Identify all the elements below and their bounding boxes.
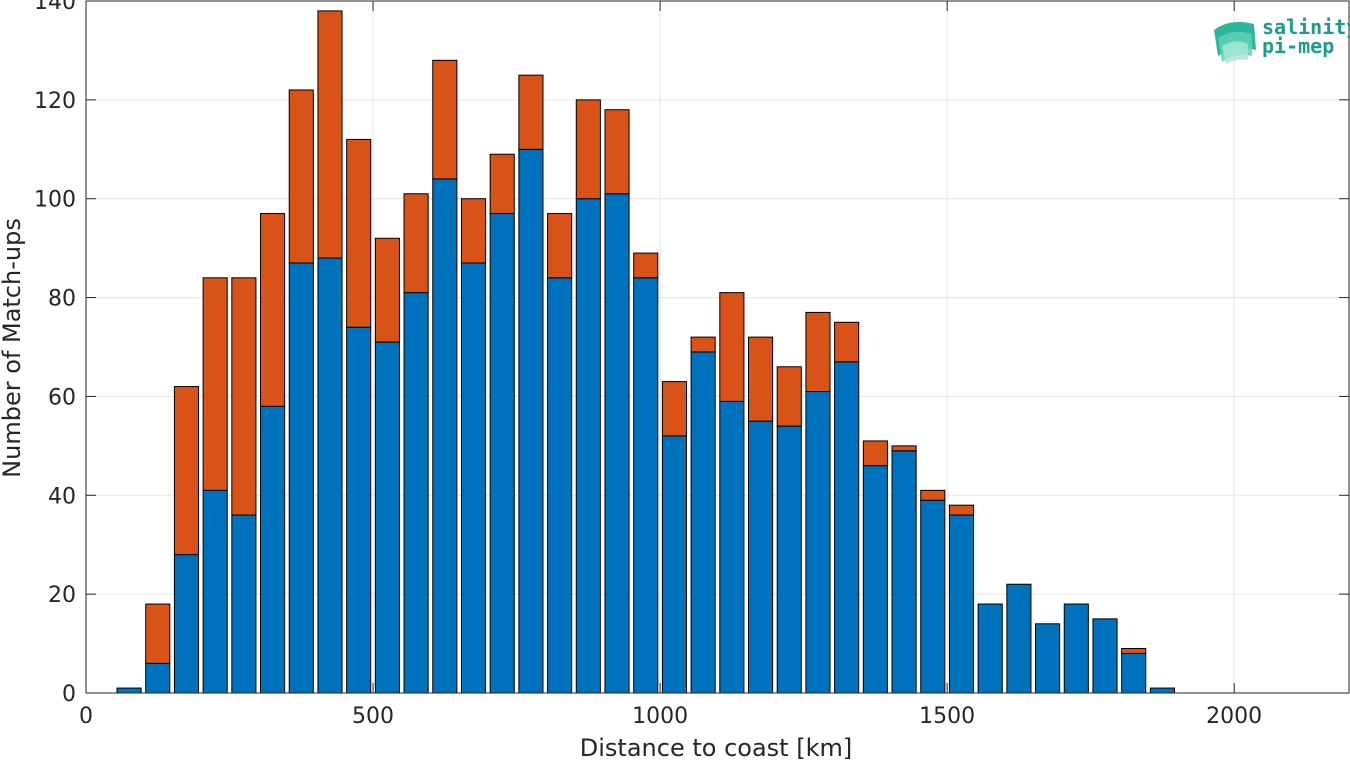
bar-series-2 xyxy=(776,366,802,427)
bar-series-2 xyxy=(317,10,343,259)
bar-series-1 xyxy=(604,193,630,694)
bar-series-1 xyxy=(661,435,687,694)
bar-series-2 xyxy=(489,153,515,215)
bar-series-1 xyxy=(288,262,314,694)
bar-series-2 xyxy=(260,213,286,407)
bar-series-1 xyxy=(862,465,888,694)
bar-series-1 xyxy=(776,425,802,694)
bar-series-1 xyxy=(1121,652,1147,694)
bar-series-2 xyxy=(690,336,716,353)
bar-series-1 xyxy=(575,198,601,694)
bar-series-2 xyxy=(948,504,975,516)
bar-series-2 xyxy=(432,59,458,180)
y-axis-label: Number of Match-ups xyxy=(0,218,26,478)
x-tick-label: 1500 xyxy=(919,704,975,729)
y-tick-label: 100 xyxy=(34,188,76,213)
bars xyxy=(116,10,1175,694)
y-tick-label: 120 xyxy=(34,89,76,114)
bar-series-2 xyxy=(460,198,487,264)
bar-series-1 xyxy=(403,292,429,694)
bar-series-1 xyxy=(202,489,228,694)
bar-series-2 xyxy=(173,386,200,556)
bar-series-2 xyxy=(374,237,400,343)
x-tick-label: 1000 xyxy=(632,704,688,729)
bar-series-2 xyxy=(518,74,544,150)
bar-series-1 xyxy=(1092,618,1118,694)
bar-series-1 xyxy=(834,361,860,694)
bar-series-2 xyxy=(661,381,687,437)
plot-box xyxy=(85,0,1350,694)
bar-series-1 xyxy=(460,262,487,694)
bar-series-2 xyxy=(862,440,888,467)
x-tick-label: 0 xyxy=(79,704,93,729)
bar-series-2 xyxy=(202,277,228,491)
bar-series-2 xyxy=(891,445,917,452)
x-axis-label: Distance to coast [km] xyxy=(580,734,852,761)
bar-series-1 xyxy=(173,554,200,694)
bar-series-1 xyxy=(805,390,831,694)
bar-series-1 xyxy=(1035,623,1061,694)
bar-series-1 xyxy=(489,213,515,694)
bar-series-1 xyxy=(518,148,544,694)
axes xyxy=(85,0,1350,694)
bar-series-2 xyxy=(920,489,946,501)
bar-series-1 xyxy=(432,178,458,694)
bar-series-1 xyxy=(1063,603,1089,694)
bar-series-1 xyxy=(231,514,257,694)
bar-series-2 xyxy=(719,292,745,402)
bar-series-2 xyxy=(403,193,429,294)
bar-series-2 xyxy=(633,252,659,279)
tick-labels: 0 500 1000 1500 2000 0 20 40 60 80 100 120 140 xyxy=(34,0,1262,729)
y-tick-label: 0 xyxy=(62,682,76,707)
bar-series-1 xyxy=(690,351,716,694)
bar-series-1 xyxy=(1149,687,1175,694)
bar-series-1 xyxy=(374,341,400,694)
bar-series-1 xyxy=(317,257,343,694)
bar-series-1 xyxy=(719,400,745,694)
bar-series-2 xyxy=(575,99,601,200)
bar-series-1 xyxy=(948,514,975,694)
bar-series-1 xyxy=(116,687,142,694)
bar-series-1 xyxy=(1006,583,1032,694)
bar-series-2 xyxy=(805,311,831,392)
bar-series-2 xyxy=(1121,648,1147,654)
logo-line1: salinity xyxy=(1262,15,1350,39)
bar-series-2 xyxy=(547,213,573,279)
salinity-pi-mep-logo: salinity pi-mep xyxy=(1214,15,1350,64)
bar-series-1 xyxy=(346,326,372,694)
x-tick-label: 500 xyxy=(352,704,394,729)
y-tick-label: 20 xyxy=(48,583,76,608)
logo-line2: pi-mep xyxy=(1262,34,1334,58)
bar-series-1 xyxy=(891,450,917,694)
logo-waves-icon xyxy=(1214,22,1256,64)
bar-series-1 xyxy=(920,499,946,694)
y-tick-label: 60 xyxy=(48,385,76,410)
bar-series-2 xyxy=(231,277,257,516)
bar-series-2 xyxy=(604,109,630,195)
bar-series-2 xyxy=(834,321,860,363)
bar-series-2 xyxy=(748,336,774,422)
bar-series-1 xyxy=(748,420,774,694)
y-tick-label: 80 xyxy=(48,287,76,312)
y-tick-label: 140 xyxy=(34,0,76,15)
bar-series-1 xyxy=(547,277,573,694)
y-tick-label: 40 xyxy=(48,484,76,509)
bar-series-1 xyxy=(977,603,1003,694)
bar-series-2 xyxy=(288,89,314,264)
bar-series-1 xyxy=(145,662,171,694)
x-tick-label: 2000 xyxy=(1206,704,1262,729)
bar-series-1 xyxy=(633,277,659,694)
bar-series-2 xyxy=(145,603,171,664)
bar-series-2 xyxy=(346,138,372,328)
bar-series-1 xyxy=(260,405,286,694)
